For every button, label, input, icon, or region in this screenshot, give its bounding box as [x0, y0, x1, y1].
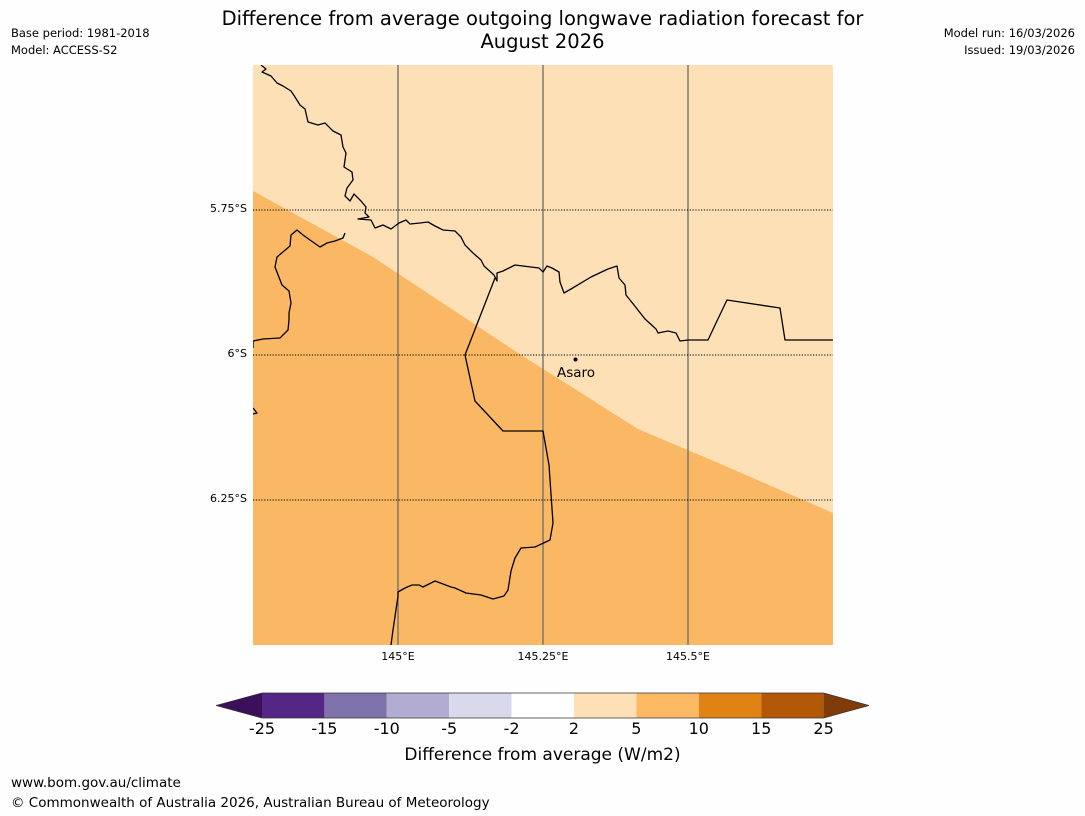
border-west: [253, 229, 346, 348]
colorbar-extend-high: [823, 693, 869, 718]
model-run: Model run: 16/03/2026: [943, 26, 1075, 40]
colorbar-tick: 10: [688, 719, 709, 738]
colorbar-tick: -5: [441, 719, 458, 738]
colorbar-segment-3: [386, 693, 450, 718]
lon-label-145-25: 145.25°E: [517, 650, 569, 663]
colorbar-tick: -15: [311, 719, 338, 738]
colorbar-segment-7: [636, 693, 699, 718]
lat-label-5-75: 5.75°S: [210, 202, 247, 215]
border-west-fragment: [253, 407, 258, 415]
title-line-1: Difference from average outgoing longwav…: [221, 7, 864, 30]
border-north: [260, 65, 833, 342]
colorbar-tick: 25: [813, 719, 834, 738]
colorbar-outline: [216, 692, 869, 719]
asaro-marker: [573, 357, 578, 362]
lat-label-6-25: 6.25°S: [210, 492, 247, 505]
colorbar-tick: -2: [503, 719, 520, 738]
asaro-label: Asaro: [557, 365, 596, 381]
lat-label-6: 6°S: [227, 347, 247, 360]
model-name: Model: ACCESS-S2: [11, 43, 118, 57]
lon-label-145-5: 145.5°E: [666, 650, 710, 663]
footer-copyright: © Commonwealth of Australia 2026, Austra…: [11, 795, 490, 811]
colorbar-title: Difference from average (W/m2): [404, 745, 681, 765]
issued-date: Issued: 19/03/2026: [964, 43, 1075, 57]
colorbar-segment-5: [511, 693, 574, 718]
chart-title: Difference from average outgoing longwav…: [180, 7, 905, 53]
colorbar: [216, 692, 869, 719]
meta-right: Model run: 16/03/2026 Issued: 19/03/2026: [944, 25, 1075, 59]
province-borders: [253, 65, 833, 645]
colorbar-segment-1: [262, 693, 325, 718]
colorbar-segment-2: [324, 693, 387, 718]
map-panel: [253, 65, 833, 645]
colorbar-segment-4: [449, 693, 512, 718]
colorbar-segment-8: [698, 693, 762, 718]
meta-left: Base period: 1981-2018 Model: ACCESS-S2: [11, 25, 150, 59]
colorbar-tick: 15: [751, 719, 772, 738]
colorbar-tick: 5: [631, 719, 642, 738]
colorbar-segment-6: [574, 693, 637, 718]
colorbar-tick: -10: [373, 719, 400, 738]
lon-label-145: 145°E: [381, 650, 415, 663]
border-south: [390, 277, 554, 645]
colorbar-tick: -25: [248, 719, 276, 738]
title-line-2: August 2026: [480, 30, 605, 53]
colorbar-tick: 2: [568, 719, 580, 738]
colorbar-extend-low: [216, 693, 262, 718]
footer-url[interactable]: www.bom.gov.au/climate: [11, 775, 181, 791]
colorbar-segment-9: [761, 693, 824, 718]
base-period: Base period: 1981-2018: [11, 26, 150, 40]
